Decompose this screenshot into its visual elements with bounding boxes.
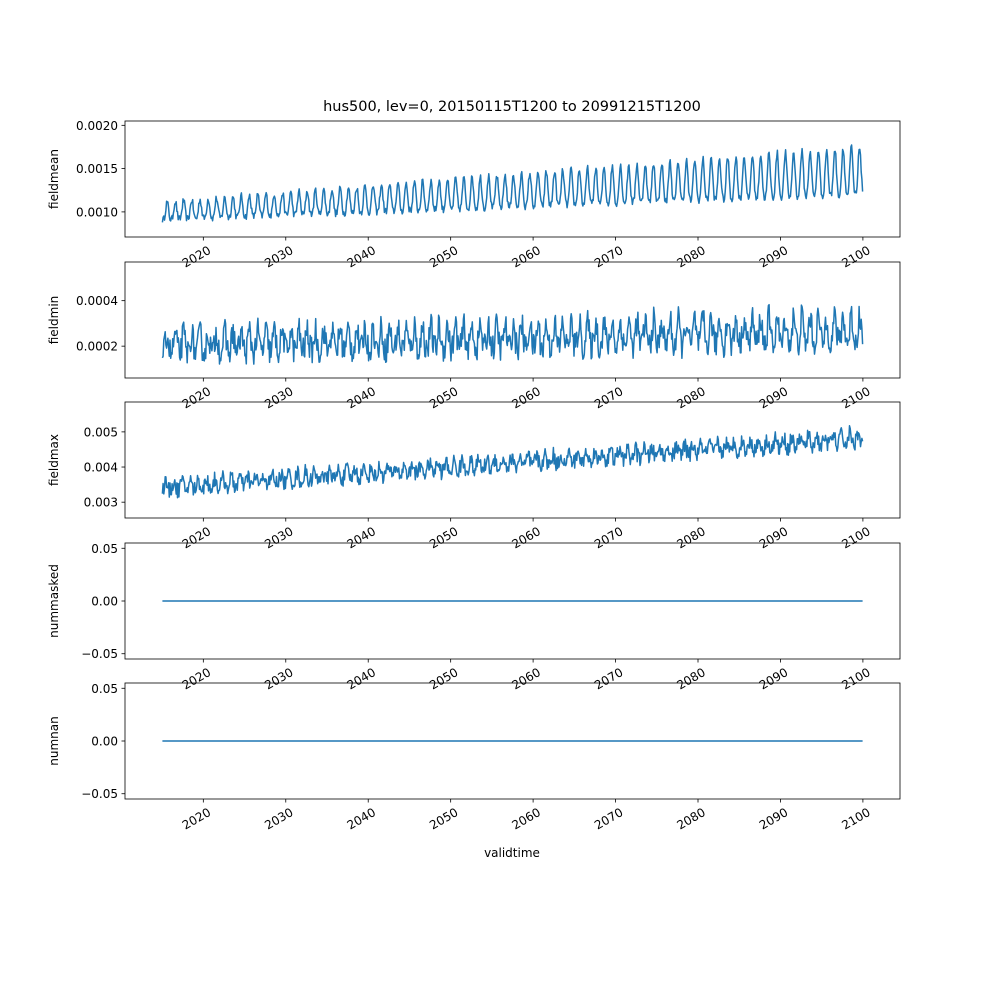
x-tick-label: 2040: [345, 524, 378, 551]
x-tick-label: 2100: [839, 384, 872, 411]
x-tick-label: 2020: [180, 384, 213, 411]
y-tick-label: 0.005: [84, 425, 118, 439]
x-tick-label: 2090: [757, 243, 790, 270]
panel-fieldmax: 0.003 0.004 0.005 2020 2030 2040 2050 2060 2070 2…: [47, 401, 901, 551]
x-tick-label: 2040: [345, 665, 378, 692]
x-tick-label: 2100: [839, 665, 872, 692]
y-axis-label: nummasked: [47, 564, 61, 638]
x-tick-label: 2100: [839, 524, 872, 551]
y-tick-label: 0.003: [84, 496, 118, 510]
x-tick-label: 2060: [510, 524, 543, 551]
x-tick-label: 2080: [674, 805, 707, 832]
y-tick-label: 0.0010: [76, 205, 118, 219]
x-tick-label: 2030: [262, 243, 295, 270]
panel-nummasked: −0.05 0.00 0.05 2020 2030 2040 2050 2060 2070 208…: [47, 542, 901, 692]
series-line-fieldmax: [161, 425, 864, 499]
y-axis-label: fieldmean: [47, 149, 61, 209]
series-line-fieldmin: [161, 303, 864, 365]
x-tick-label: 2050: [427, 524, 460, 551]
panel-fieldmean: 0.0010 0.0015 0.0020 2020 2030 2040 2050 2060 20…: [47, 119, 901, 270]
x-tick-label: 2030: [262, 665, 295, 692]
x-tick-label: 2100: [839, 243, 872, 270]
x-tick-label: 2090: [757, 805, 790, 832]
x-tick-label: 2060: [510, 805, 543, 832]
x-tick-label: 2060: [510, 665, 543, 692]
x-tick-label: 2090: [757, 665, 790, 692]
x-tick-label: 2060: [510, 384, 543, 411]
x-tick-label: 2070: [592, 243, 625, 270]
x-tick-label: 2090: [757, 524, 790, 551]
y-tick-label: 0.00: [91, 735, 118, 749]
x-tick-label: 2020: [180, 805, 213, 832]
x-tick-label: 2080: [674, 384, 707, 411]
panel-numnan: −0.05 0.00 0.05 2020 2030 2040 2050 2060 2070 208…: [47, 682, 901, 832]
x-tick-label: 2070: [592, 384, 625, 411]
x-tick-label: 2040: [345, 243, 378, 270]
plot-frame: [124, 401, 901, 519]
x-tick-label: 2100: [839, 805, 872, 832]
x-tick-label: 2060: [510, 243, 543, 270]
y-tick-label: 0.05: [91, 682, 118, 696]
x-tick-label: 2050: [427, 665, 460, 692]
x-tick-label: 2030: [262, 524, 295, 551]
y-tick-label: 0.004: [84, 461, 118, 475]
x-tick-label: 2030: [262, 384, 295, 411]
y-tick-label: −0.05: [81, 787, 118, 801]
y-tick-label: 0.05: [91, 542, 118, 556]
x-tick-label: 2020: [180, 243, 213, 270]
x-tick-label: 2030: [262, 805, 295, 832]
x-tick-label: 2080: [674, 524, 707, 551]
panels: −0.05 0.00 0.05 2020 2030 2040 2050 2060 2070 208…: [47, 119, 901, 832]
plot-frame: [124, 120, 901, 238]
y-tick-label: 0.00: [91, 595, 118, 609]
x-tick-label: 2090: [757, 384, 790, 411]
panel-fieldmin: 0.0002 0.0004 2020 2030 2040 2050 2060 2070 2080…: [47, 261, 901, 411]
x-tick-label: 2040: [345, 384, 378, 411]
x-tick-label: 2050: [427, 805, 460, 832]
x-tick-label: 2080: [674, 243, 707, 270]
plot-frame: [124, 261, 901, 379]
x-tick-label: 2020: [180, 665, 213, 692]
x-tick-label: 2070: [592, 665, 625, 692]
x-tick-label: 2040: [345, 805, 378, 832]
y-tick-label: 0.0004: [76, 294, 118, 308]
y-tick-label: 0.0020: [76, 119, 118, 133]
y-axis-label: fieldmin: [47, 296, 61, 345]
series-line-fieldmean: [161, 144, 864, 223]
x-tick-label: 2070: [592, 805, 625, 832]
y-tick-label: −0.05: [81, 647, 118, 661]
y-axis-label: numnan: [47, 716, 61, 765]
y-tick-label: 0.0015: [76, 162, 118, 176]
x-tick-label: 2050: [427, 384, 460, 411]
x-tick-label: 2050: [427, 243, 460, 270]
y-tick-label: 0.0002: [76, 340, 118, 354]
x-tick-label: 2020: [180, 524, 213, 551]
x-axis-label: validtime: [484, 846, 540, 860]
y-axis-label: fieldmax: [47, 434, 61, 486]
chart-title: hus500, lev=0, 20150115T1200 to 20991215…: [323, 99, 701, 115]
x-tick-label: 2080: [674, 665, 707, 692]
x-tick-label: 2070: [592, 524, 625, 551]
